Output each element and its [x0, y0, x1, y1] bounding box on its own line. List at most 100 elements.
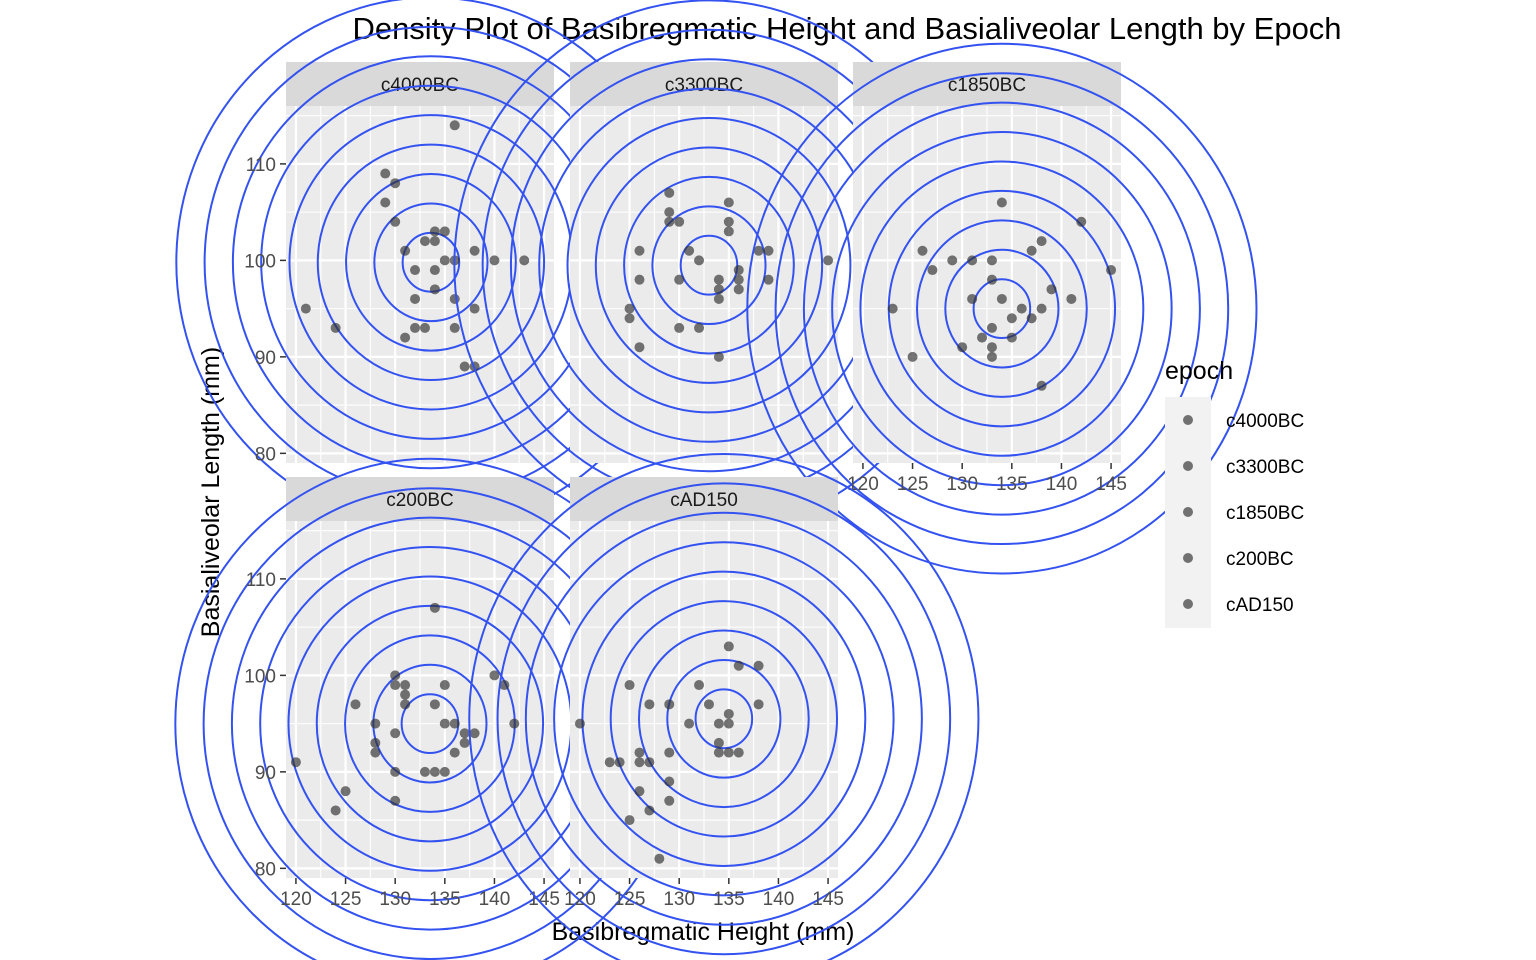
legend-key	[1183, 461, 1193, 471]
data-point	[400, 245, 411, 256]
density-contour	[774, 72, 1230, 546]
data-point	[469, 728, 480, 739]
data-point	[753, 699, 764, 710]
density-contour	[916, 219, 1088, 398]
data-point	[753, 245, 764, 256]
density-contours	[468, 453, 980, 960]
data-point	[380, 168, 391, 179]
data-point	[370, 747, 381, 758]
data-point	[694, 255, 705, 266]
density-contour	[316, 143, 546, 382]
data-point	[429, 766, 440, 777]
data-point	[967, 293, 978, 304]
x-tick-label: 140	[763, 889, 795, 910]
data-point	[340, 786, 351, 797]
data-point	[350, 699, 361, 710]
facet-strip-label: c1850BC	[948, 75, 1026, 96]
data-point	[429, 236, 440, 247]
data-point	[390, 178, 401, 189]
density-contour	[859, 160, 1145, 457]
data-point	[694, 322, 705, 333]
data-point	[1036, 303, 1047, 314]
data-points	[574, 641, 764, 864]
data-point	[644, 757, 655, 768]
y-tick-label: 110	[246, 155, 276, 176]
x-tick-label: 140	[479, 889, 511, 910]
data-point	[330, 805, 341, 816]
data-point	[947, 255, 958, 266]
data-point	[986, 351, 997, 362]
data-point	[439, 226, 450, 237]
data-point	[439, 766, 450, 777]
data-point	[664, 795, 675, 806]
data-point	[1026, 245, 1037, 256]
data-point	[733, 284, 744, 295]
data-point	[370, 737, 381, 748]
legend-label: c3300BC	[1226, 457, 1304, 478]
data-point	[664, 747, 675, 758]
density-contour	[944, 248, 1060, 369]
x-tick-label: 120	[847, 474, 879, 495]
data-point	[390, 680, 401, 691]
y-tick-label: 90	[255, 348, 276, 369]
data-point	[986, 255, 997, 266]
data-points	[624, 187, 834, 362]
x-tick-label: 125	[330, 889, 362, 910]
data-point	[996, 197, 1007, 208]
legend-key	[1183, 599, 1193, 609]
density-contour	[637, 629, 810, 809]
data-point	[449, 322, 460, 333]
x-tick-label: 125	[897, 474, 929, 495]
density-contour	[609, 600, 839, 838]
data-point	[634, 747, 645, 758]
data-point	[733, 265, 744, 276]
data-point	[459, 728, 470, 739]
data-point	[723, 216, 734, 227]
data-point	[907, 351, 918, 362]
data-point	[624, 815, 635, 826]
data-point	[713, 274, 724, 285]
data-point	[410, 293, 421, 304]
data-point	[439, 718, 450, 729]
y-tick-label: 100	[244, 251, 276, 272]
data-points	[887, 197, 1117, 391]
data-point	[380, 197, 391, 208]
data-point	[664, 776, 675, 787]
x-tick-label: 140	[1046, 474, 1078, 495]
data-point	[1066, 293, 1077, 304]
data-point	[574, 718, 585, 729]
data-point	[713, 718, 724, 729]
density-contour	[666, 658, 782, 779]
data-point	[823, 255, 834, 266]
facet-panel-cAD150: cAD150 120 125 130 135 140 145	[468, 453, 980, 960]
data-point	[429, 265, 440, 276]
data-point	[1026, 313, 1037, 324]
density-contour	[746, 42, 1258, 575]
x-tick-label: 130	[379, 889, 411, 910]
data-point	[674, 322, 685, 333]
data-point	[733, 660, 744, 671]
data-point	[519, 255, 530, 266]
density-contour	[553, 541, 895, 897]
data-point	[674, 216, 685, 227]
data-point	[469, 245, 480, 256]
legend-entry: c1850BC	[1183, 503, 1304, 524]
data-point	[634, 786, 645, 797]
data-point	[664, 187, 675, 198]
data-point	[400, 699, 411, 710]
data-point	[694, 680, 705, 691]
legend-label: c4000BC	[1226, 411, 1304, 432]
data-point	[449, 293, 460, 304]
x-tick-label: 135	[713, 889, 745, 910]
data-point	[986, 274, 997, 285]
legend-key	[1183, 507, 1193, 517]
data-point	[459, 361, 470, 372]
x-tick-label: 145	[1095, 474, 1127, 495]
data-point	[449, 718, 460, 729]
data-point	[713, 351, 724, 362]
data-point	[634, 245, 645, 256]
data-point	[763, 274, 774, 285]
legend-label: c200BC	[1226, 549, 1294, 570]
